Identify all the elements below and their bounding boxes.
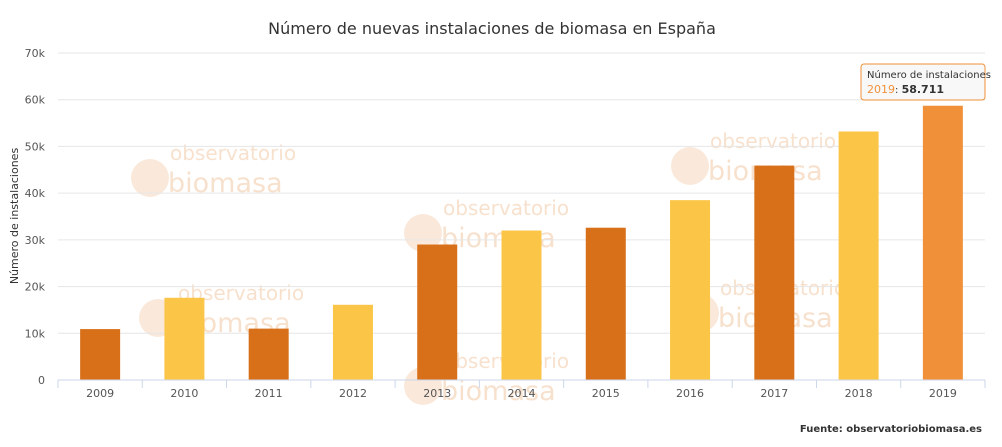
tooltip-separator: : <box>895 85 902 96</box>
watermark-line2: biomasa <box>168 168 283 199</box>
y-tick-label: 30k <box>25 234 46 247</box>
y-tick-label: 20k <box>25 281 46 294</box>
x-tick-label: 2018 <box>845 387 873 400</box>
watermark-badge <box>131 159 169 197</box>
chart-title: Número de nuevas instalaciones de biomas… <box>268 19 716 38</box>
tooltip-box <box>860 63 986 101</box>
y-tick-label: 50k <box>25 140 46 153</box>
bar-2013[interactable] <box>417 244 458 380</box>
watermark-line1: observatorio <box>710 129 836 153</box>
y-tick-label: 60k <box>25 94 46 107</box>
bar-2016[interactable] <box>670 200 711 380</box>
bar-2015[interactable] <box>585 227 626 380</box>
x-tick-label: 2016 <box>676 387 704 400</box>
x-tick-label: 2013 <box>423 387 451 400</box>
watermark-line1: observatorio <box>170 141 296 165</box>
tooltip-value-line: 2019: 58.711 <box>867 83 944 96</box>
bar-2009[interactable] <box>80 329 121 380</box>
tooltip: Número de instalaciones 2019: 58.711 <box>860 63 991 101</box>
gridlines <box>58 52 985 334</box>
y-tick-label: 10k <box>25 327 46 340</box>
watermark-logo: observatoriobiomasa <box>404 196 569 254</box>
tooltip-category: 2019 <box>867 83 895 96</box>
y-tick-label: 0 <box>38 374 45 387</box>
bar-2014[interactable] <box>501 230 542 380</box>
y-tick-label: 70k <box>25 47 46 60</box>
watermark-line1: observatorio <box>443 196 569 220</box>
watermark-logo: observatoriobiomasa <box>671 129 836 187</box>
bar-2018[interactable] <box>838 131 879 380</box>
x-tick-label: 2012 <box>339 387 367 400</box>
watermark-badge <box>671 147 709 185</box>
tooltip-value: 58.711 <box>902 83 944 96</box>
bar-2012[interactable] <box>332 304 373 380</box>
x-tick-label: 2019 <box>929 387 957 400</box>
watermark-line2: biomasa <box>441 376 556 407</box>
bar-2011[interactable] <box>248 328 289 380</box>
x-tick-label: 2017 <box>760 387 788 400</box>
watermark-layer: observatorio biomasa observatorio biomasa ob… <box>131 129 846 407</box>
x-axis-ticks: 2009 2010 2011 2012 2013 2014 2015 2016 2017 2018… <box>57 380 986 400</box>
bar-2010[interactable] <box>164 297 205 380</box>
x-tick-label: 2015 <box>592 387 620 400</box>
y-axis-ticks: 0 10k 20k 30k 40k 50k 60k 70k <box>25 47 46 387</box>
bar-2017[interactable] <box>754 165 795 380</box>
y-axis-label: Número de instalaciones <box>8 148 21 285</box>
bar-2019[interactable] <box>922 105 963 381</box>
x-tick-label: 2010 <box>170 387 198 400</box>
watermark-logo: observatorio biomasa <box>131 141 296 199</box>
x-tick-label: 2009 <box>86 387 114 400</box>
y-tick-label: 40k <box>25 187 46 200</box>
x-tick-label: 2011 <box>255 387 283 400</box>
source-credit: Fuente: observatoriobiomasa.es <box>800 424 982 435</box>
bars <box>80 105 963 381</box>
watermark-badge <box>404 214 442 252</box>
tooltip-series-name: Número de instalaciones <box>867 69 991 81</box>
x-tick-label: 2014 <box>508 387 536 400</box>
